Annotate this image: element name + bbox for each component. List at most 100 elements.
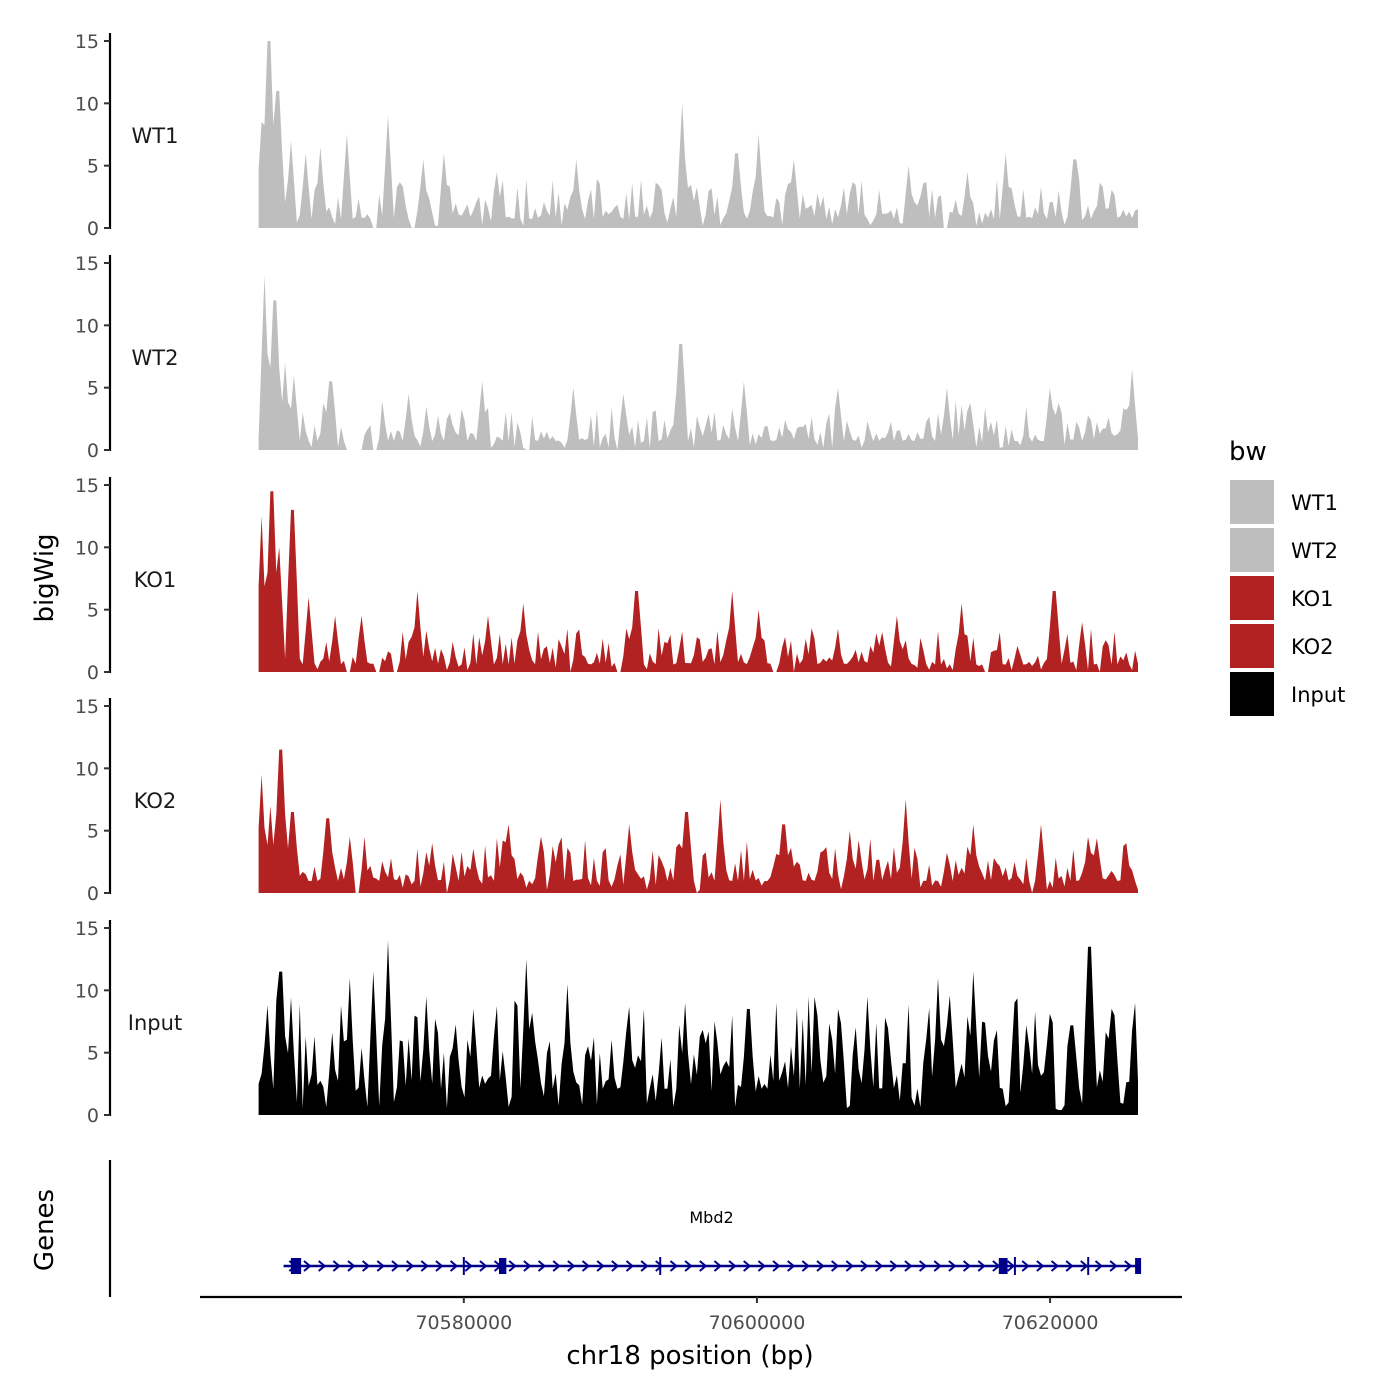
y-tick-label: 15 bbox=[75, 696, 99, 718]
strand-chevron bbox=[1094, 1260, 1104, 1272]
track-panel-wt2: 0 5 10 15 WT2 bbox=[75, 253, 1139, 462]
exon-block bbox=[498, 1258, 507, 1274]
legend-label-wt1: WT1 bbox=[1291, 491, 1338, 515]
strand-chevron bbox=[420, 1260, 429, 1272]
strand-chevron bbox=[596, 1260, 605, 1272]
legend: bw WT1 WT2 KO1 KO2 Input bbox=[1229, 437, 1345, 716]
x-axis: 70580000 70600000 70620000 bbox=[200, 1295, 1182, 1334]
strand-chevron bbox=[787, 1260, 796, 1272]
y-tick-label: 0 bbox=[87, 883, 99, 905]
strand-chevron bbox=[1036, 1260, 1045, 1272]
legend-swatch-ko1 bbox=[1230, 576, 1274, 620]
strand-chevron bbox=[728, 1260, 737, 1272]
strand-chevron bbox=[772, 1260, 781, 1272]
strand-chevron bbox=[699, 1260, 708, 1272]
strand-chevron bbox=[318, 1260, 327, 1272]
y-tick-label: 5 bbox=[87, 821, 99, 843]
legend-swatch-input bbox=[1230, 672, 1274, 716]
y-tick-label: 5 bbox=[87, 1043, 99, 1065]
strand-chevron bbox=[449, 1260, 459, 1272]
legend-label-ko2: KO2 bbox=[1291, 635, 1334, 659]
y-tick-label: 5 bbox=[87, 156, 99, 178]
coverage-area-ko2 bbox=[258, 749, 1139, 893]
strand-chevron bbox=[933, 1260, 942, 1272]
strand-chevron bbox=[523, 1260, 532, 1272]
y-tick-label: 10 bbox=[75, 758, 99, 780]
strand-chevron bbox=[391, 1260, 400, 1272]
exon-block bbox=[1135, 1258, 1142, 1274]
y-tick-label: 15 bbox=[75, 475, 99, 497]
strand-chevron bbox=[845, 1260, 854, 1272]
track-panel-input: 0 5 10 15 Input bbox=[75, 918, 1139, 1127]
track-label-input: Input bbox=[128, 1011, 182, 1035]
strand-chevron bbox=[361, 1260, 371, 1272]
strand-chevron bbox=[1065, 1260, 1074, 1272]
y-tick-label: 0 bbox=[87, 662, 99, 684]
strand-chevron bbox=[801, 1260, 810, 1272]
x-tick-label: 70620000 bbox=[1002, 1312, 1099, 1334]
exon-block bbox=[998, 1258, 1008, 1274]
y-tick-label: 0 bbox=[87, 218, 99, 240]
strand-chevron bbox=[757, 1260, 766, 1272]
strand-chevron bbox=[537, 1260, 547, 1272]
strand-chevron bbox=[435, 1260, 444, 1272]
strand-chevron bbox=[684, 1260, 693, 1272]
track-label-wt2: WT2 bbox=[132, 346, 179, 370]
y-tick-label: 15 bbox=[75, 31, 99, 53]
strand-chevron bbox=[1080, 1260, 1089, 1272]
strand-chevron bbox=[977, 1260, 986, 1272]
legend-swatch-ko2 bbox=[1230, 624, 1274, 668]
legend-swatch-wt2 bbox=[1230, 528, 1274, 572]
strand-chevron bbox=[1021, 1260, 1030, 1272]
strand-chevron bbox=[816, 1260, 825, 1272]
gene-track-title: Genes bbox=[30, 1189, 60, 1271]
strand-chevron bbox=[1050, 1260, 1060, 1272]
strand-chevron bbox=[611, 1260, 620, 1272]
track-label-wt1: WT1 bbox=[132, 124, 179, 148]
legend-label-ko1: KO1 bbox=[1291, 587, 1334, 611]
coverage-area-wt2 bbox=[258, 275, 1139, 450]
strand-chevron bbox=[889, 1260, 898, 1272]
legend-label-wt2: WT2 bbox=[1291, 539, 1338, 563]
strand-chevron bbox=[625, 1260, 635, 1272]
y-tick-label: 10 bbox=[75, 315, 99, 337]
strand-chevron bbox=[332, 1260, 341, 1272]
strand-chevron bbox=[405, 1260, 415, 1272]
y-tick-label: 0 bbox=[87, 440, 99, 462]
strand-chevron bbox=[479, 1260, 488, 1272]
strand-chevron bbox=[655, 1260, 664, 1272]
x-axis-title: chr18 position (bp) bbox=[566, 1341, 813, 1371]
legend-swatch-wt1 bbox=[1230, 480, 1274, 524]
strand-chevron bbox=[918, 1260, 928, 1272]
strand-chevron bbox=[860, 1260, 869, 1272]
gene-name-label: Mbd2 bbox=[689, 1208, 733, 1227]
strand-chevron bbox=[347, 1260, 356, 1272]
strand-chevron bbox=[567, 1260, 576, 1272]
coverage-area-input bbox=[258, 940, 1139, 1115]
strand-chevron bbox=[581, 1260, 591, 1272]
y-axis-title: bigWig bbox=[30, 533, 60, 622]
exon-block bbox=[290, 1258, 302, 1274]
track-panel-ko1: 0 5 10 15 KO1 bbox=[75, 475, 1139, 684]
gene-track: Mbd2 bbox=[108, 1160, 1142, 1297]
x-tick-label: 70580000 bbox=[415, 1312, 512, 1334]
coverage-area-wt1 bbox=[258, 41, 1139, 228]
strand-chevron bbox=[303, 1260, 312, 1272]
track-panel-ko2: 0 5 10 15 KO2 bbox=[75, 696, 1139, 905]
strand-chevron bbox=[552, 1260, 561, 1272]
y-tick-label: 5 bbox=[87, 378, 99, 400]
strand-chevron bbox=[874, 1260, 884, 1272]
strand-chevron bbox=[743, 1260, 752, 1272]
y-tick-label: 10 bbox=[75, 93, 99, 115]
strand-chevron bbox=[464, 1260, 473, 1272]
coverage-area-ko1 bbox=[258, 491, 1139, 672]
strand-chevron bbox=[1006, 1260, 1016, 1272]
strand-chevron bbox=[1109, 1260, 1118, 1272]
strand-chevron bbox=[640, 1260, 649, 1272]
strand-chevron bbox=[904, 1260, 913, 1272]
strand-chevron bbox=[1124, 1260, 1133, 1272]
legend-title: bw bbox=[1229, 437, 1267, 467]
coverage-tracks: 0 5 10 15 WT1 0 5 10 15 WT2 0 5 10 15 KO1 0 5 10 15 KO2 0 5 10… bbox=[75, 31, 1139, 1127]
strand-chevron bbox=[962, 1260, 972, 1272]
